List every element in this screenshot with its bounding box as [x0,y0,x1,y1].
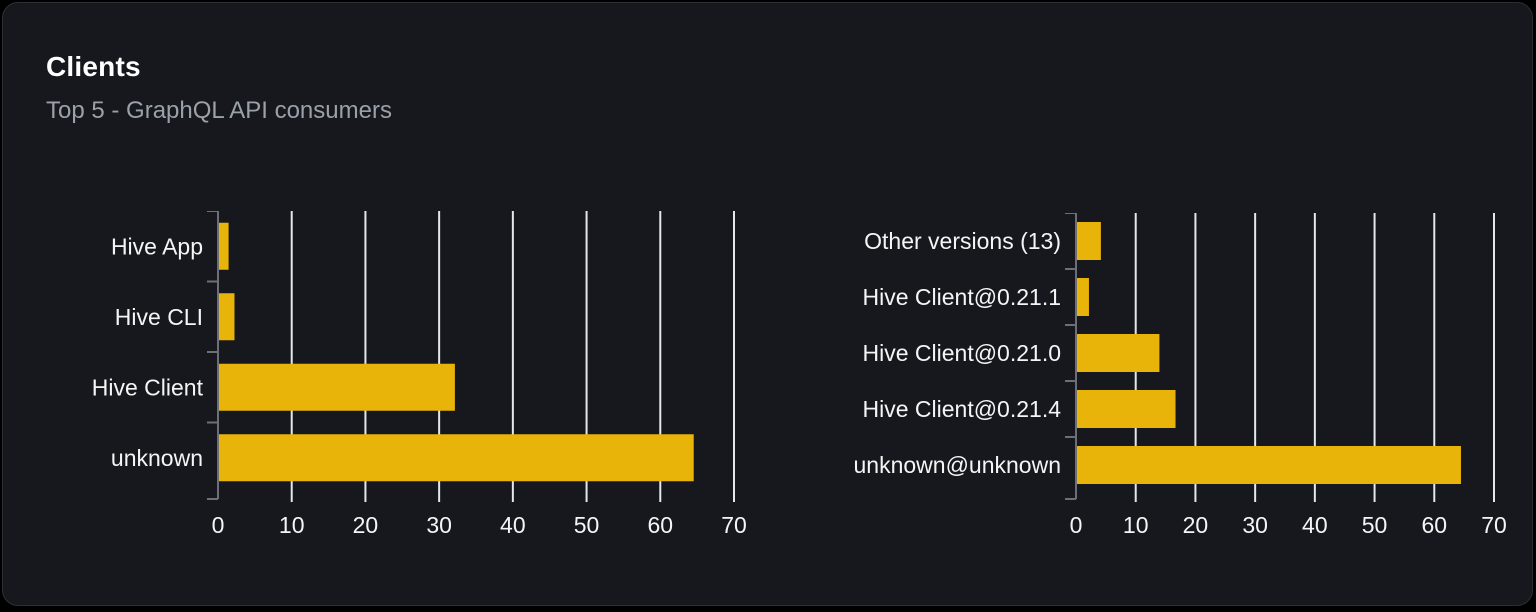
category-label: Other versions (13) [864,228,1061,254]
clients-by-version-chart: 0 10 20 30 40 50 60 70 Other versions (13) Hive C… [833,212,1534,558]
bar-chart-svg: 0 10 20 30 40 50 60 70 Hive App Hive CLI Hive Clie… [92,210,747,538]
x-tick-label: 60 [1421,512,1447,538]
category-label: unknown [111,445,203,471]
bar [219,434,694,482]
bar-chart-svg: 0 10 20 30 40 50 60 70 Other versions (13) Hive C… [854,212,1507,538]
x-tick-label: 50 [574,512,600,538]
card-title: Clients [46,51,141,82]
x-tick-label: 70 [721,512,747,538]
x-tick-label: 30 [1242,512,1268,538]
x-tick-label: 0 [212,512,225,538]
x-tick-label: 60 [647,512,673,538]
bar [219,293,235,341]
clients-by-name-chart: 0 10 20 30 40 50 60 70 Hive App Hive CLI Hive Clie… [43,210,774,558]
bar [1077,390,1176,428]
x-tick-label: 40 [1302,512,1328,538]
bar [1077,446,1461,484]
x-tick-label: 20 [1183,512,1209,538]
x-tick-label: 40 [500,512,526,538]
x-tick-label: 50 [1362,512,1388,538]
x-tick-label: 20 [353,512,379,538]
category-label: Hive App [111,233,203,259]
category-label: Hive Client@0.21.0 [863,340,1062,366]
category-label: Hive CLI [115,304,203,330]
bar [219,363,455,411]
category-label: Hive Client [92,374,204,400]
bar [1077,278,1089,316]
bar [1077,334,1160,372]
category-label: Hive Client@0.21.4 [863,396,1062,422]
x-tick-label: 70 [1481,512,1507,538]
x-tick-label: 10 [1123,512,1149,538]
x-tick-label: 10 [279,512,305,538]
bar [1077,222,1101,260]
category-label: Hive Client@0.21.1 [863,284,1062,310]
card-subtitle: Top 5 - GraphQL API consumers [46,97,392,124]
category-label: unknown@unknown [854,452,1061,478]
x-tick-label: 30 [426,512,452,538]
x-tick-label: 0 [1070,512,1083,538]
bar [219,222,229,270]
